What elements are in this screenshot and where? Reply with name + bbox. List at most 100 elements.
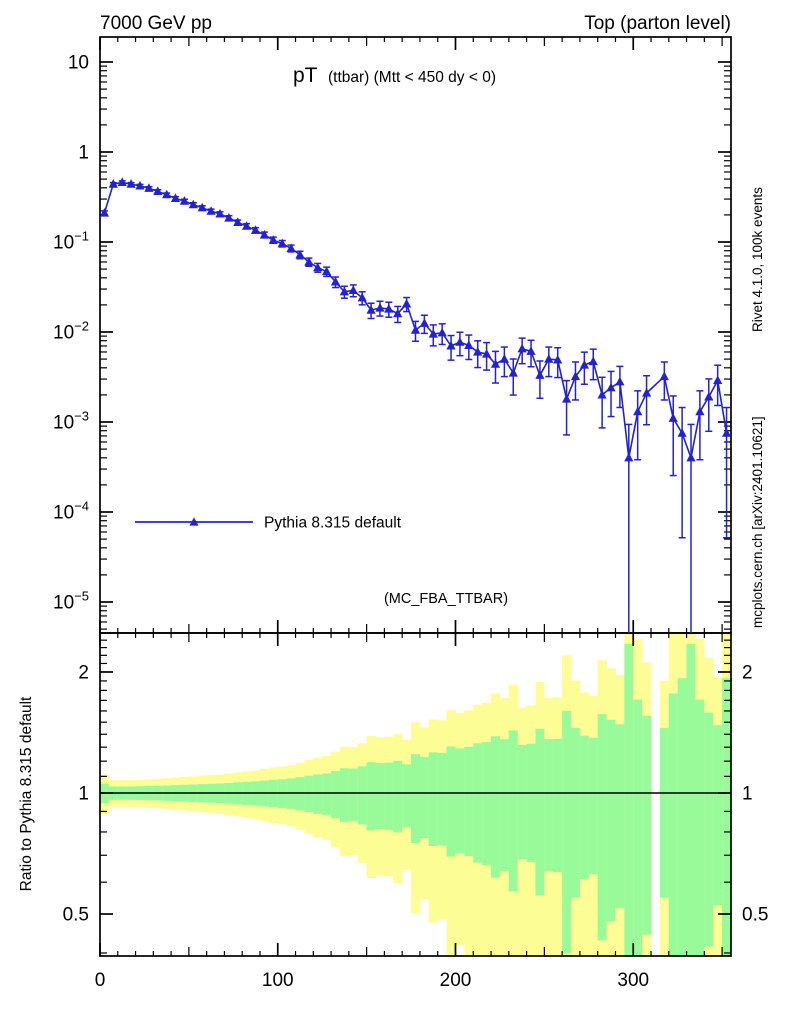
data-point-triangle-marker (366, 305, 376, 314)
ratio-band-inner (455, 748, 465, 854)
data-point-triangle-marker (455, 337, 465, 346)
data-point-triangle-marker (606, 382, 616, 392)
data-point-triangle-marker (597, 389, 607, 399)
x-axis-tick-label: 200 (440, 970, 472, 991)
data-point-triangle-marker (633, 406, 643, 416)
data-point-triangle-marker (526, 346, 536, 355)
data-point-triangle-marker (508, 368, 518, 377)
ratio-band-inner (437, 752, 448, 846)
ratio-band-inner (624, 643, 634, 956)
ratio-band-inner (686, 643, 696, 956)
data-point-triangle-marker (642, 388, 652, 397)
data-point-triangle-marker (384, 304, 394, 313)
data-point-triangle-marker (544, 354, 554, 363)
ratio-band-inner (668, 693, 679, 956)
data-point-triangle-marker (410, 325, 421, 334)
data-point-triangle-marker (517, 343, 527, 353)
data-point-triangle-marker (562, 394, 572, 403)
data-point-triangle-marker (295, 249, 305, 259)
ratio-band-inner (375, 763, 385, 830)
ratio-band-inner (579, 735, 590, 880)
data-point-triangle-marker (108, 179, 118, 188)
x-axis-tick-label: 100 (262, 970, 294, 991)
data-point-triangle-marker (686, 452, 696, 462)
ratio-band-inner (393, 760, 403, 833)
ratio-band-inner (642, 715, 652, 935)
data-point-triangle-marker (615, 376, 625, 386)
data-point-triangle-marker (242, 221, 252, 230)
data-point-triangle-marker (579, 360, 589, 369)
ratio-band-inner (606, 719, 616, 922)
data-point-triangle-marker (330, 276, 341, 286)
data-point-triangle-marker (473, 347, 483, 356)
data-point-triangle-marker (268, 235, 278, 244)
data-point-triangle-marker (250, 225, 261, 234)
data-series-layer (99, 177, 732, 633)
ratio-band-inner (659, 728, 670, 898)
data-point-triangle-marker (144, 183, 154, 192)
ratio-band-inner (633, 699, 643, 956)
ratio-band-inner (402, 764, 412, 828)
data-point-triangle-marker (499, 354, 509, 363)
data-point-triangle-marker (588, 356, 598, 366)
data-point-triangle-marker (99, 208, 109, 217)
ratio-band-inner (473, 743, 483, 863)
ratio-band-inner (535, 728, 545, 896)
data-point-triangle-marker (259, 229, 269, 239)
data-point-triangle-marker (322, 266, 332, 276)
ratio-band-inner (677, 678, 687, 956)
ratio-band-inner (464, 746, 474, 857)
data-point-triangle-marker (695, 406, 705, 416)
data-point-triangle-marker (135, 180, 145, 190)
data-point-triangle-marker (713, 375, 723, 384)
ratio-band-inner (482, 742, 492, 866)
main-y-tick-label: 10−2 (53, 319, 89, 344)
data-point-triangle-marker (348, 285, 358, 294)
main-y-tick-label: 10−4 (53, 499, 89, 524)
ratio-band-inner (491, 736, 501, 878)
data-point-triangle-marker (446, 340, 456, 350)
ratio-band-inner (428, 752, 439, 847)
data-point-triangle-marker (215, 208, 225, 218)
ratio-y-tick-label: 2 (78, 662, 89, 683)
ratio-y-tick-label: 1 (78, 784, 89, 805)
data-point-triangle-marker (304, 257, 314, 266)
ratio-band-inner (419, 757, 430, 839)
ratio-band-inner (313, 774, 323, 814)
ratio-band-inner (571, 728, 581, 898)
data-point-triangle-marker (393, 308, 403, 318)
data-point-triangle-marker (535, 370, 545, 379)
data-point-triangle-marker (428, 329, 438, 338)
data-point-triangle-marker (704, 391, 714, 401)
ratio-band-inner (499, 739, 510, 872)
data-point-triangle-marker (188, 199, 198, 209)
legend: Pythia 8.315 default (135, 515, 402, 532)
ratio-band-inner (322, 773, 332, 815)
ratio-panel-frame (99, 632, 732, 957)
data-point-triangle-marker (624, 452, 634, 462)
data-point-triangle-marker (402, 298, 412, 308)
ratio-band-inner (295, 777, 305, 811)
x-axis-tick-label: 300 (617, 970, 649, 991)
plot-title-observable: pT (293, 64, 318, 87)
ratio-band-inner (713, 725, 723, 906)
data-point-triangle-marker (553, 354, 563, 364)
data-point-triangle-marker (233, 217, 243, 226)
data-point-triangle-marker (357, 292, 367, 302)
ratio-band-inner (722, 678, 732, 956)
rivet-version-note: Rivet 4.1.0, 100k events (750, 187, 765, 332)
ratio-band-inner (615, 724, 625, 908)
data-point-triangle-marker (224, 213, 234, 222)
data-point-triangle-marker (668, 413, 678, 422)
data-point-triangle-marker (313, 262, 323, 272)
data-point-triangle-marker (464, 340, 474, 349)
ratio-band-inner (695, 699, 705, 956)
ratio-band-inner (366, 762, 376, 831)
legend-triangle-marker-icon (189, 517, 199, 526)
main-y-tick-label: 10−3 (53, 409, 89, 434)
data-point-triangle-marker (419, 318, 429, 327)
x-axis-tick-label: 0 (95, 970, 106, 991)
main-y-tick-label: 1 (78, 143, 89, 164)
ratio-band-inner (553, 738, 563, 873)
